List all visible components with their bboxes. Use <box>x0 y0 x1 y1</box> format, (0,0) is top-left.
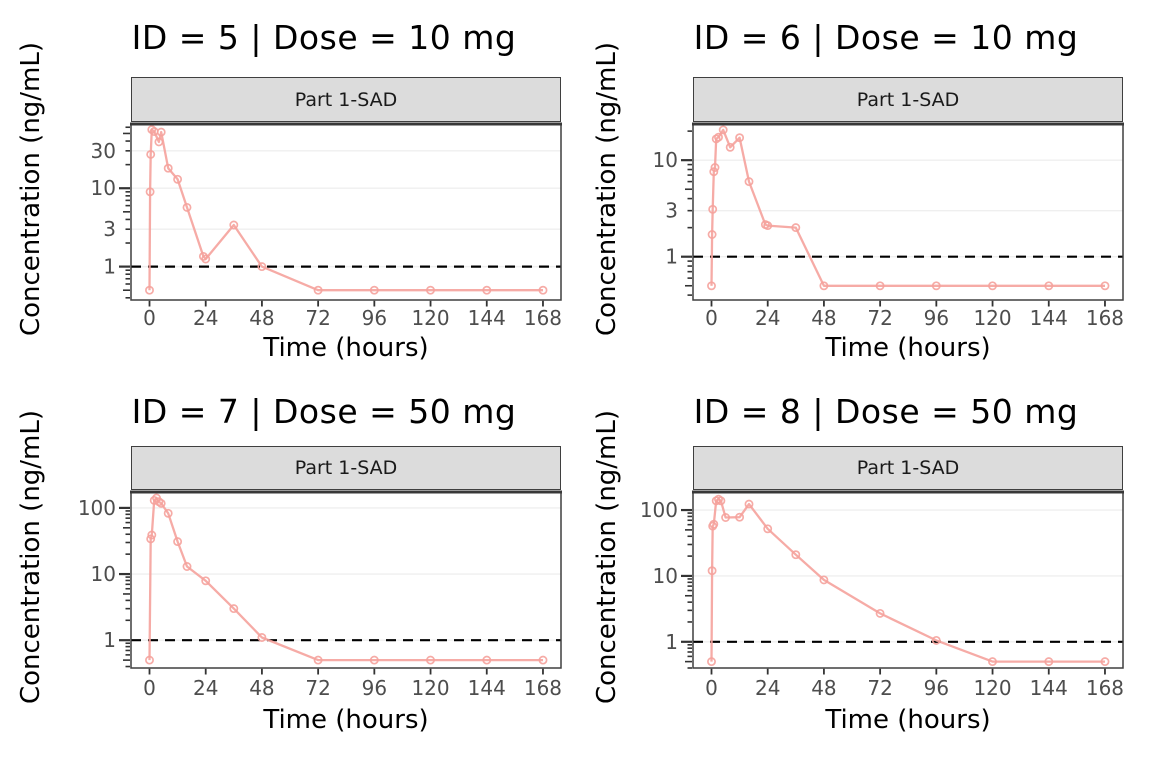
svg-text:0: 0 <box>143 676 156 700</box>
facet-strip: Part 1-SAD <box>693 446 1123 490</box>
facet-plot-svg: 1 10 100 0 24 48 72 96 120 144 168 <box>78 490 562 700</box>
svg-text:144: 144 <box>468 306 506 330</box>
svg-text:1: 1 <box>665 630 678 654</box>
series-markers <box>707 125 1110 291</box>
facet-id8: ID = 8 | Dose = 50 mg Concentration (ng/… <box>576 384 1152 768</box>
panel-background <box>693 492 1123 668</box>
x-tick-labels: 0 24 48 72 96 120 144 168 <box>705 306 1124 330</box>
y-tick-labels: 1 10 100 <box>78 496 116 652</box>
x-axis-title: Time (hours) <box>263 333 429 363</box>
y-axis-ticks <box>681 130 692 296</box>
y-axis-ticks <box>681 508 692 669</box>
svg-text:10: 10 <box>91 176 116 200</box>
series-line <box>148 496 543 662</box>
facet-title: ID = 5 | Dose = 10 mg <box>131 18 517 57</box>
svg-text:24: 24 <box>755 676 780 700</box>
x-axis-title: Time (hours) <box>263 705 429 735</box>
svg-text:0: 0 <box>705 676 718 700</box>
svg-text:72: 72 <box>867 306 892 330</box>
svg-text:10: 10 <box>91 562 116 586</box>
svg-text:24: 24 <box>193 306 218 330</box>
svg-text:24: 24 <box>755 306 780 330</box>
x-tick-labels: 0 24 48 72 96 120 144 168 <box>143 676 562 700</box>
facet-plot-svg: 1 10 100 0 24 48 72 96 120 144 168 <box>640 490 1124 700</box>
x-axis-ticks <box>148 668 544 675</box>
svg-text:72: 72 <box>867 676 892 700</box>
x-axis-ticks <box>710 300 1106 307</box>
svg-text:10: 10 <box>653 564 678 588</box>
facet-plot-svg: 1 3 10 0 24 48 72 96 120 144 168 <box>653 122 1124 330</box>
x-tick-labels: 0 24 48 72 96 120 144 168 <box>705 676 1124 700</box>
strip-label: Part 1-SAD <box>294 88 398 111</box>
strip-label: Part 1-SAD <box>856 88 960 111</box>
svg-text:120: 120 <box>411 676 449 700</box>
x-tick-labels: 0 24 48 72 96 120 144 168 <box>143 306 562 330</box>
svg-text:144: 144 <box>1030 306 1068 330</box>
svg-text:72: 72 <box>305 306 330 330</box>
svg-text:144: 144 <box>1030 676 1068 700</box>
facet-title: ID = 6 | Dose = 10 mg <box>693 18 1079 57</box>
x-axis-ticks <box>710 668 1106 675</box>
facet-id6: ID = 6 | Dose = 10 mg Concentration (ng/… <box>576 0 1152 384</box>
svg-text:48: 48 <box>249 676 274 700</box>
strip-label: Part 1-SAD <box>294 457 398 479</box>
svg-text:3: 3 <box>103 217 116 241</box>
svg-text:24: 24 <box>193 676 218 700</box>
svg-text:100: 100 <box>640 498 678 522</box>
facet-title: ID = 7 | Dose = 50 mg <box>131 392 517 431</box>
y-axis-ticks <box>119 126 130 299</box>
facet-plot-svg: 1 3 10 30 0 24 48 72 96 120 144 168 <box>91 122 562 330</box>
svg-text:168: 168 <box>524 676 562 700</box>
panel-background <box>131 492 561 668</box>
svg-text:1: 1 <box>103 255 116 279</box>
svg-text:3: 3 <box>665 199 678 223</box>
svg-text:120: 120 <box>411 306 449 330</box>
svg-text:0: 0 <box>705 306 718 330</box>
facet-title: ID = 8 | Dose = 50 mg <box>693 392 1079 431</box>
facet-id5: ID = 5 | Dose = 10 mg Concentration (ng/… <box>0 0 576 384</box>
panel-background <box>131 124 561 300</box>
svg-text:168: 168 <box>1086 676 1124 700</box>
svg-text:72: 72 <box>305 676 330 700</box>
svg-text:168: 168 <box>524 306 562 330</box>
svg-text:0: 0 <box>143 306 156 330</box>
svg-text:1: 1 <box>103 628 116 652</box>
x-axis-title: Time (hours) <box>825 705 991 735</box>
series-markers <box>145 493 548 665</box>
facet-strip: Part 1-SAD <box>131 446 561 490</box>
facet-strip: Part 1-SAD <box>131 77 561 122</box>
x-axis-ticks <box>148 300 544 307</box>
svg-text:10: 10 <box>653 148 678 172</box>
svg-text:1: 1 <box>665 245 678 269</box>
y-tick-labels: 1 3 10 30 <box>91 139 116 279</box>
y-axis-ticks <box>119 506 130 668</box>
svg-text:144: 144 <box>468 676 506 700</box>
svg-text:48: 48 <box>811 676 836 700</box>
y-tick-labels: 1 10 100 <box>640 498 678 654</box>
facet-strip: Part 1-SAD <box>693 77 1123 122</box>
strip-label: Part 1-SAD <box>856 457 960 479</box>
svg-text:168: 168 <box>1086 306 1124 330</box>
series-markers <box>145 125 548 295</box>
svg-text:96: 96 <box>362 306 387 330</box>
svg-text:48: 48 <box>249 306 274 330</box>
x-axis-title: Time (hours) <box>825 333 991 363</box>
svg-text:120: 120 <box>973 676 1011 700</box>
series-line <box>710 498 1105 663</box>
svg-text:30: 30 <box>91 139 116 163</box>
series-markers <box>707 494 1110 667</box>
y-tick-labels: 1 3 10 <box>653 148 678 269</box>
facet-id7: ID = 7 | Dose = 50 mg Concentration (ng/… <box>0 384 576 768</box>
svg-text:96: 96 <box>924 676 949 700</box>
panel-background <box>693 124 1123 300</box>
svg-text:48: 48 <box>811 306 836 330</box>
svg-text:100: 100 <box>78 496 116 520</box>
svg-text:96: 96 <box>362 676 387 700</box>
svg-text:120: 120 <box>973 306 1011 330</box>
svg-text:96: 96 <box>924 306 949 330</box>
